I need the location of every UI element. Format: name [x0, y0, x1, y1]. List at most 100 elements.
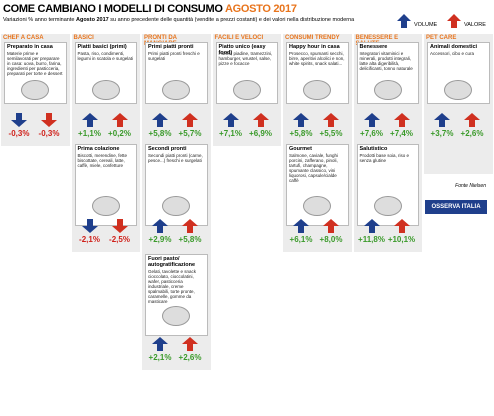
- value-label: +5,5%: [319, 129, 343, 138]
- value-label: -2,5%: [109, 235, 130, 244]
- value-arrow: [323, 113, 339, 127]
- item-description: Panini, piadine, tramezzini, hamburger, …: [218, 51, 273, 66]
- arrow-shape: [363, 219, 380, 233]
- volume-arrow: [152, 337, 168, 351]
- column-title: FACILI E VELOCI: [214, 35, 264, 41]
- arrow-shape: [182, 219, 198, 233]
- arrow-shape: [293, 113, 309, 127]
- arrow-shape: [363, 113, 380, 127]
- volume-arrow: [81, 113, 98, 127]
- volume-label: +3,7%: [430, 129, 454, 138]
- item-icon: [232, 80, 261, 100]
- value-arrow: [182, 219, 198, 233]
- title-highlight: AGOSTO 2017: [224, 3, 297, 15]
- arrow-shape: [252, 113, 269, 127]
- value-label: -0,3%: [38, 129, 60, 138]
- volume-arrow: [293, 219, 309, 233]
- volume-label: +7,1%: [219, 129, 242, 138]
- item-icon: [303, 80, 331, 100]
- item-icon: [162, 80, 190, 100]
- arrow-shape: [434, 113, 450, 127]
- value-label: +5,8%: [178, 235, 202, 244]
- value-arrow: [252, 113, 269, 127]
- item-description: Integratori vitaminici e minerali, prodo…: [359, 51, 413, 71]
- volume-arrow: [152, 219, 168, 233]
- item-name: Benessere: [359, 44, 388, 50]
- value-arrow: [182, 337, 198, 351]
- legend: VOLUME VALORE: [397, 14, 486, 28]
- arrow-shape: [152, 219, 168, 233]
- value-label: +5,7%: [178, 129, 202, 138]
- item-icon: [162, 306, 190, 326]
- volume-label: +2,1%: [148, 353, 172, 362]
- column-title: CHEF A CASA: [3, 35, 44, 41]
- source: Fonte Nielsen: [455, 183, 486, 189]
- item-description: Primi piatti pronti freschi e surgelati: [148, 51, 200, 61]
- item-icon: [91, 80, 120, 100]
- arrow-shape: [152, 113, 168, 127]
- item-name: Piatti basici (primi): [77, 44, 127, 50]
- column-title: CONSUMI TRENDY: [285, 35, 340, 41]
- item-icon: [91, 196, 120, 216]
- value-label: +8,0%: [319, 235, 343, 244]
- volume-arrow: [363, 113, 380, 127]
- arrow-shape: [182, 113, 198, 127]
- item-description: Salmone, caviale, funghi porcini, zaffer…: [289, 153, 339, 183]
- logo: OSSERVA ITALIA: [425, 200, 487, 214]
- value-arrow: [323, 219, 339, 233]
- value-label: +10,1%: [387, 235, 416, 244]
- item-icon: [373, 196, 402, 216]
- item-name: Fuori pasto/ autogratificazione: [148, 256, 196, 268]
- arrow-shape: [152, 337, 168, 351]
- item-name: Primi piatti pronti: [148, 44, 194, 50]
- item-description: Prosecco, spumanti secchi, birre, aperit…: [289, 51, 345, 66]
- arrow-shape: [11, 113, 27, 127]
- item-icon: [444, 80, 472, 100]
- arrow-shape: [81, 113, 98, 127]
- volume-label: +6,1%: [289, 235, 313, 244]
- item-icon: [303, 196, 331, 216]
- volume-arrow: [81, 219, 98, 233]
- item-name: Gourmet: [289, 146, 312, 152]
- volume-arrow: [293, 113, 309, 127]
- subtitle-text: su anno precedente delle quantità (vendi…: [110, 17, 355, 23]
- arrow-shape: [323, 113, 339, 127]
- item-name: Piatto unico (easy food): [218, 44, 266, 56]
- volume-label: +5,8%: [148, 129, 172, 138]
- value-label: +0,2%: [108, 129, 131, 138]
- volume-label: +2,9%: [148, 235, 172, 244]
- value-arrow: [393, 113, 410, 127]
- legend-label: VOLUME: [414, 22, 438, 28]
- volume-arrow: [222, 113, 239, 127]
- subtitle-bold: Agosto 2017: [75, 17, 109, 23]
- arrow-shape: [393, 113, 410, 127]
- volume-arrow: [363, 219, 380, 233]
- volume-label: -0,3%: [8, 129, 30, 138]
- arrow-shape: [41, 113, 57, 127]
- volume-arrow: [434, 113, 450, 127]
- arrow-shape: [182, 337, 198, 351]
- value-arrow: [182, 113, 198, 127]
- volume-arrow: [11, 113, 27, 127]
- volume-label: +5,8%: [289, 129, 313, 138]
- value-label: +7,4%: [390, 129, 413, 138]
- legend-label: VALORE: [464, 22, 486, 28]
- value-arrow: [464, 113, 480, 127]
- arrow-shape: [323, 219, 339, 233]
- value-label: +2,6%: [460, 129, 484, 138]
- title: COME CAMBIANO I MODELLI DI CONSUMO AGOST…: [3, 3, 297, 15]
- item-description: Pasta, riso, condimenti, legumi in scato…: [77, 51, 134, 61]
- item-description: Secondi piatti pronti (carne, pesce...) …: [148, 153, 203, 163]
- arrow-shape: [293, 219, 309, 233]
- item-name: Salutistico: [359, 146, 388, 152]
- arrow-shape: [393, 219, 410, 233]
- value-label: +2,6%: [178, 353, 202, 362]
- item-description: Prodotti base soia, riso e senza glutine: [359, 153, 410, 163]
- volume-arrow: [152, 113, 168, 127]
- item-icon: [373, 80, 402, 100]
- item-name: Secondi pronti: [148, 146, 187, 152]
- title-text: COME CAMBIANO I MODELLI DI CONSUMO: [3, 3, 223, 15]
- item-description: Accessori, cibo e cura: [430, 51, 475, 56]
- item-name: Preparato in casa: [7, 44, 53, 50]
